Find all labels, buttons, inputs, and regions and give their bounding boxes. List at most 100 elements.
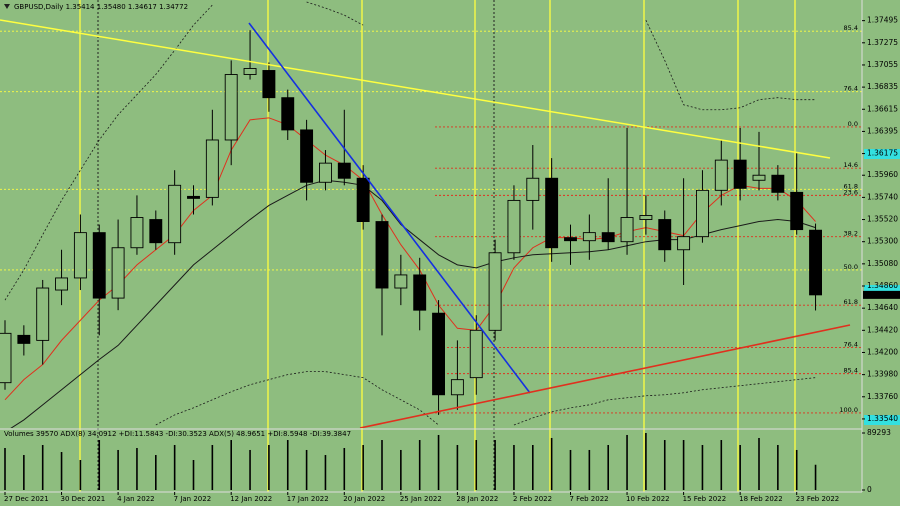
- trend-line: [248, 22, 531, 394]
- fib-label: 61.8: [844, 182, 858, 190]
- y-tick-label: 1.33540: [867, 414, 898, 423]
- y-tick-label: 1.36175: [867, 149, 898, 158]
- x-tick-label: 28 Jan 2022: [456, 495, 498, 503]
- fib-label: 85.4: [844, 24, 858, 32]
- x-tick-label: 10 Feb 2022: [626, 495, 670, 503]
- candle-body: [224, 74, 238, 141]
- candle-body: [564, 237, 577, 242]
- candle-body: [677, 236, 691, 251]
- x-tick-label: 12 Jan 2022: [230, 495, 272, 503]
- price-marker: [863, 290, 900, 299]
- y-tick-label: 1.34860: [867, 281, 898, 290]
- y-tick-label: 1.34200: [867, 347, 898, 356]
- candle-body: [17, 334, 31, 344]
- candle-body: [658, 219, 672, 251]
- chart-title: GBPUSD,Daily 1.35414 1.35480 1.34617 1.3…: [14, 3, 188, 11]
- candle-body: [243, 68, 257, 75]
- indicator-line: [513, 377, 816, 426]
- candle-body: [92, 232, 106, 299]
- x-tick-label: 7 Feb 2022: [570, 495, 609, 503]
- x-tick-label: 2 Feb 2022: [513, 495, 552, 503]
- candle-body: [356, 177, 370, 223]
- candle-body: [771, 174, 785, 193]
- indicator-line: [4, 4, 213, 301]
- x-tick-label: 27 Dec 2021: [4, 495, 49, 503]
- y-tick-label: 1.33980: [867, 370, 898, 379]
- fib-label: 14.6: [844, 161, 858, 169]
- y-tick-label: 1.35300: [867, 237, 898, 246]
- x-tick-label: 20 Jan 2022: [343, 495, 385, 503]
- fib-label: 76.4: [844, 85, 858, 93]
- fib-levels: 85.4 76.4 61.8 50.0 0.0 14.6 23.6 38.2 61.8 76.4 8…: [0, 24, 862, 414]
- x-tick-label: 7 Jan 2022: [174, 495, 212, 503]
- x-tick-label: 18 Feb 2022: [739, 495, 783, 503]
- x-tick-label: 23 Feb 2022: [796, 495, 840, 503]
- symbol-icon: [4, 4, 10, 9]
- candle-body: [526, 177, 540, 201]
- candle-body: [149, 219, 163, 244]
- candle-body: [319, 162, 332, 183]
- candle-body: [36, 287, 50, 341]
- indicator-line: [645, 19, 816, 111]
- candle-body: [55, 277, 68, 291]
- trend-line: [0, 19, 831, 159]
- fib-label: 38.2: [844, 230, 858, 238]
- volume-bars: [4, 433, 817, 490]
- y-tick-label: 1.35740: [867, 192, 898, 201]
- candle-body: [488, 252, 502, 331]
- candle-body: [601, 232, 615, 243]
- candles: [0, 30, 822, 415]
- line-marker: [864, 285, 900, 293]
- candle-body: [111, 247, 125, 299]
- line-marker: [864, 415, 900, 425]
- date-axis: 27 Dec 2021 30 Dec 2021 4 Jan 2022 7 Jan 20…: [4, 492, 839, 503]
- fib-label: 0.0: [848, 120, 858, 128]
- y-tick-label: 1.33760: [867, 392, 898, 401]
- y-tick-label: 1.37495: [867, 16, 898, 25]
- x-tick-label: 4 Jan 2022: [117, 495, 155, 503]
- trend-line: [359, 324, 851, 428]
- candle-body: [281, 97, 295, 131]
- candle-body: [168, 184, 182, 244]
- y-tick-label: 1.35520: [867, 215, 898, 224]
- x-tick-label: 15 Feb 2022: [683, 495, 727, 503]
- price-axis: 1.37495 1.37275 1.37055 1.36835 1.36615 1.363…: [862, 16, 900, 494]
- fib-label: 61.8: [844, 298, 858, 306]
- fib-label: 50.0: [844, 263, 858, 271]
- fib-label: 76.4: [844, 340, 858, 348]
- x-tick-label: 25 Jan 2022: [400, 495, 442, 503]
- y-tick-label: 1.37055: [867, 60, 898, 69]
- y-tick-label: 1.37275: [867, 38, 898, 47]
- candle-body: [432, 312, 445, 396]
- candle-body: [73, 232, 87, 279]
- y-tick-label: 1.36395: [867, 126, 898, 135]
- candle-body: [507, 199, 521, 254]
- indicator-line: [306, 1, 364, 26]
- candle-body: [450, 379, 464, 396]
- candle-body: [375, 221, 389, 289]
- candle-body: [790, 191, 804, 231]
- y-tick-label: 0: [867, 485, 872, 494]
- y-tick-label: 1.34640: [867, 303, 898, 312]
- candle-body: [639, 215, 653, 220]
- price-marker-label: 1.34772: [867, 290, 898, 299]
- candle-body: [413, 274, 427, 311]
- candle-body: [469, 329, 483, 379]
- candle-body: [262, 70, 276, 99]
- candle-body: [337, 162, 351, 179]
- candle-body: [394, 274, 408, 289]
- fib-label: 100.0: [839, 406, 858, 414]
- candle-body: [620, 217, 634, 243]
- candle-body: [752, 174, 766, 181]
- line-marker: [864, 149, 900, 159]
- y-tick-label: 1.36835: [867, 82, 898, 91]
- candle-body: [582, 232, 596, 242]
- candle-body: [545, 177, 559, 249]
- y-tick-label: 1.35960: [867, 170, 898, 179]
- y-tick-label: 89293: [867, 428, 891, 437]
- candle-body: [733, 159, 747, 189]
- y-tick-label: 1.34420: [867, 325, 898, 334]
- fib-label: 23.6: [844, 188, 858, 196]
